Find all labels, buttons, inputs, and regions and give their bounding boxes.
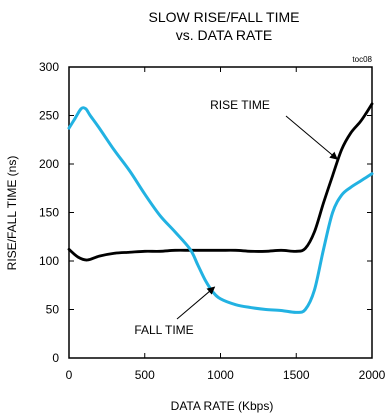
- x-axis-label: DATA RATE (Kbps): [171, 399, 274, 413]
- series-line-fall-time: [67, 106, 374, 314]
- y-axis-label: RISE/FALL TIME (ns): [5, 156, 19, 271]
- series-layer: [67, 102, 374, 314]
- figure-tag: toc08: [352, 55, 372, 64]
- x-tick-label: 1500: [283, 368, 310, 382]
- x-tick-label: 500: [135, 368, 155, 382]
- axes: 0 500 1000 1500 2000 0 50 100 150 200 250 300: [39, 60, 386, 382]
- chart-title-line-1: SLOW RISE/FALL TIME: [149, 9, 300, 25]
- annotation-arrow: [176, 286, 216, 320]
- series-line-rise-time: [67, 102, 374, 262]
- annotation-arrow: [285, 115, 338, 160]
- x-tick-label: 2000: [359, 368, 386, 382]
- annotations: RISE TIME FALL TIME: [134, 98, 338, 337]
- y-tick-label: 150: [39, 206, 59, 220]
- x-tick-label: 0: [66, 368, 73, 382]
- y-tick-label: 50: [46, 303, 60, 317]
- y-tick-label: 300: [39, 60, 59, 74]
- y-tick-label: 200: [39, 157, 59, 171]
- y-tick-label: 250: [39, 109, 59, 123]
- annotation-label: FALL TIME: [134, 323, 193, 337]
- chart-title-line-2: vs. DATA RATE: [176, 27, 272, 43]
- annotation-label: RISE TIME: [210, 98, 270, 112]
- y-tick-label: 100: [39, 254, 59, 268]
- y-tick-label: 0: [52, 351, 59, 365]
- x-tick-label: 1000: [207, 368, 234, 382]
